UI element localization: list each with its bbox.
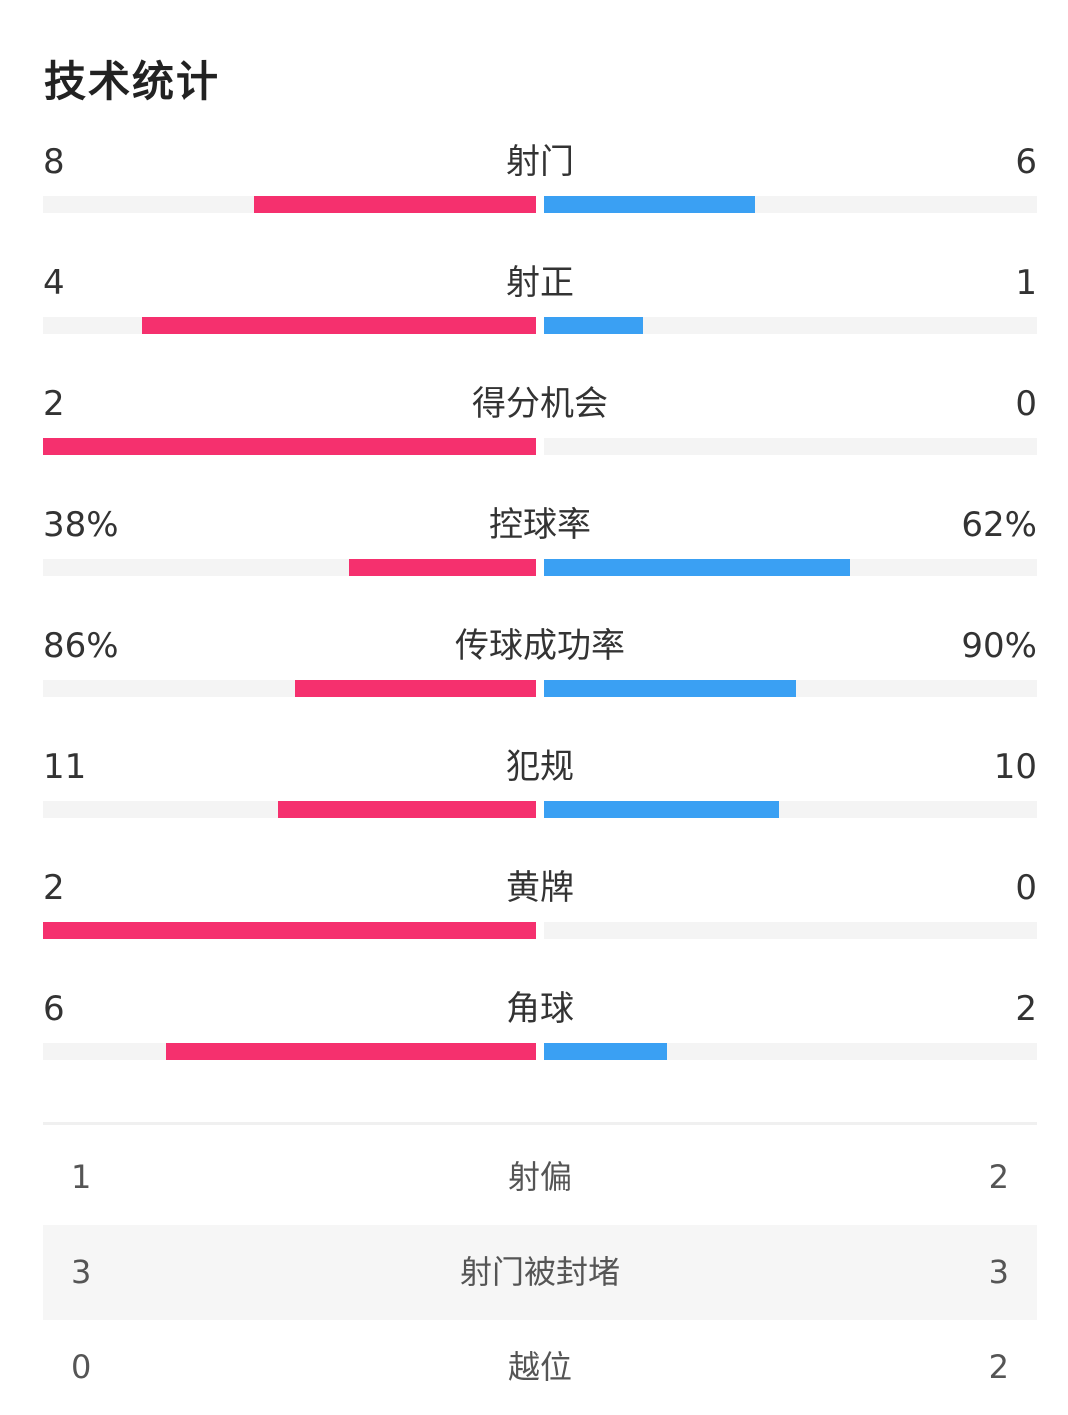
away-value: 0: [1015, 384, 1037, 424]
home-bar: [43, 922, 536, 939]
stat-label: 犯规: [506, 747, 574, 787]
stat-label: 黄牌: [506, 868, 574, 908]
home-bar-track: [43, 801, 536, 818]
away-bar: [544, 680, 796, 697]
away-value: 2: [1015, 989, 1037, 1029]
home-value: 38%: [43, 505, 119, 545]
away-bar-track: [544, 922, 1037, 939]
home-bar-track: [43, 196, 536, 213]
stat-label: 射正: [506, 263, 574, 303]
away-bar-track: [544, 559, 1037, 576]
home-bar: [142, 317, 536, 334]
away-value: 10: [993, 747, 1037, 787]
home-value: 86%: [43, 626, 119, 666]
away-value: 2: [988, 1348, 1009, 1386]
section-title: 技术统计: [44, 57, 221, 106]
stat-row: 11 犯规 10: [43, 745, 1037, 855]
home-bar-track: [43, 680, 536, 697]
away-bar: [544, 559, 850, 576]
home-bar-track: [43, 317, 536, 334]
stat-row: 8 射门 6: [43, 140, 1037, 250]
home-value: 2: [43, 868, 65, 908]
away-bar: [544, 801, 779, 818]
stat-row: 2 得分机会 0: [43, 382, 1037, 492]
home-bar: [43, 438, 536, 455]
away-value: 3: [988, 1253, 1009, 1291]
home-bar: [166, 1043, 536, 1060]
away-bar-track: [544, 438, 1037, 455]
stat-label: 控球率: [489, 505, 591, 545]
away-bar-track: [544, 196, 1037, 213]
stat-label: 射偏: [507, 1158, 572, 1196]
away-value: 6: [1015, 142, 1037, 182]
away-value: 0: [1015, 868, 1037, 908]
home-bar-track: [43, 438, 536, 455]
home-value: 2: [43, 384, 65, 424]
stat-row: 2 黄牌 0: [43, 866, 1037, 976]
home-bar: [278, 801, 536, 818]
home-value: 8: [43, 142, 65, 182]
home-value: 1: [71, 1158, 92, 1196]
home-bar-track: [43, 922, 536, 939]
away-value: 62%: [961, 505, 1037, 545]
stat-label: 传球成功率: [455, 626, 625, 666]
away-bar-track: [544, 801, 1037, 818]
away-bar: [544, 1043, 667, 1060]
home-value: 3: [71, 1253, 92, 1291]
stat-label: 越位: [507, 1348, 572, 1386]
home-bar: [295, 680, 536, 697]
away-value: 1: [1015, 263, 1037, 303]
divider: [43, 1122, 1037, 1125]
table-row: 0 越位 2: [43, 1320, 1037, 1415]
table-row: 1 射偏 2: [43, 1130, 1037, 1225]
stat-row: 6 角球 2: [43, 987, 1037, 1097]
away-bar: [544, 317, 643, 334]
stat-row: 4 射正 1: [43, 261, 1037, 371]
home-bar: [349, 559, 536, 576]
away-bar-track: [544, 1043, 1037, 1060]
home-bar-track: [43, 1043, 536, 1060]
home-bar: [254, 196, 536, 213]
away-value: 2: [988, 1158, 1009, 1196]
stat-label: 射门被封堵: [459, 1253, 620, 1291]
stat-label: 射门: [506, 142, 574, 182]
away-bar: [544, 196, 755, 213]
stat-label: 角球: [506, 989, 574, 1029]
home-value: 4: [43, 263, 65, 303]
home-value: 6: [43, 989, 65, 1029]
stat-row: 86% 传球成功率 90%: [43, 624, 1037, 734]
stat-row: 38% 控球率 62%: [43, 503, 1037, 613]
away-value: 90%: [961, 626, 1037, 666]
stat-label: 得分机会: [472, 384, 608, 424]
table-row: 3 射门被封堵 3: [43, 1225, 1037, 1320]
home-bar-track: [43, 559, 536, 576]
home-value: 11: [43, 747, 87, 787]
away-bar-track: [544, 680, 1037, 697]
away-bar-track: [544, 317, 1037, 334]
